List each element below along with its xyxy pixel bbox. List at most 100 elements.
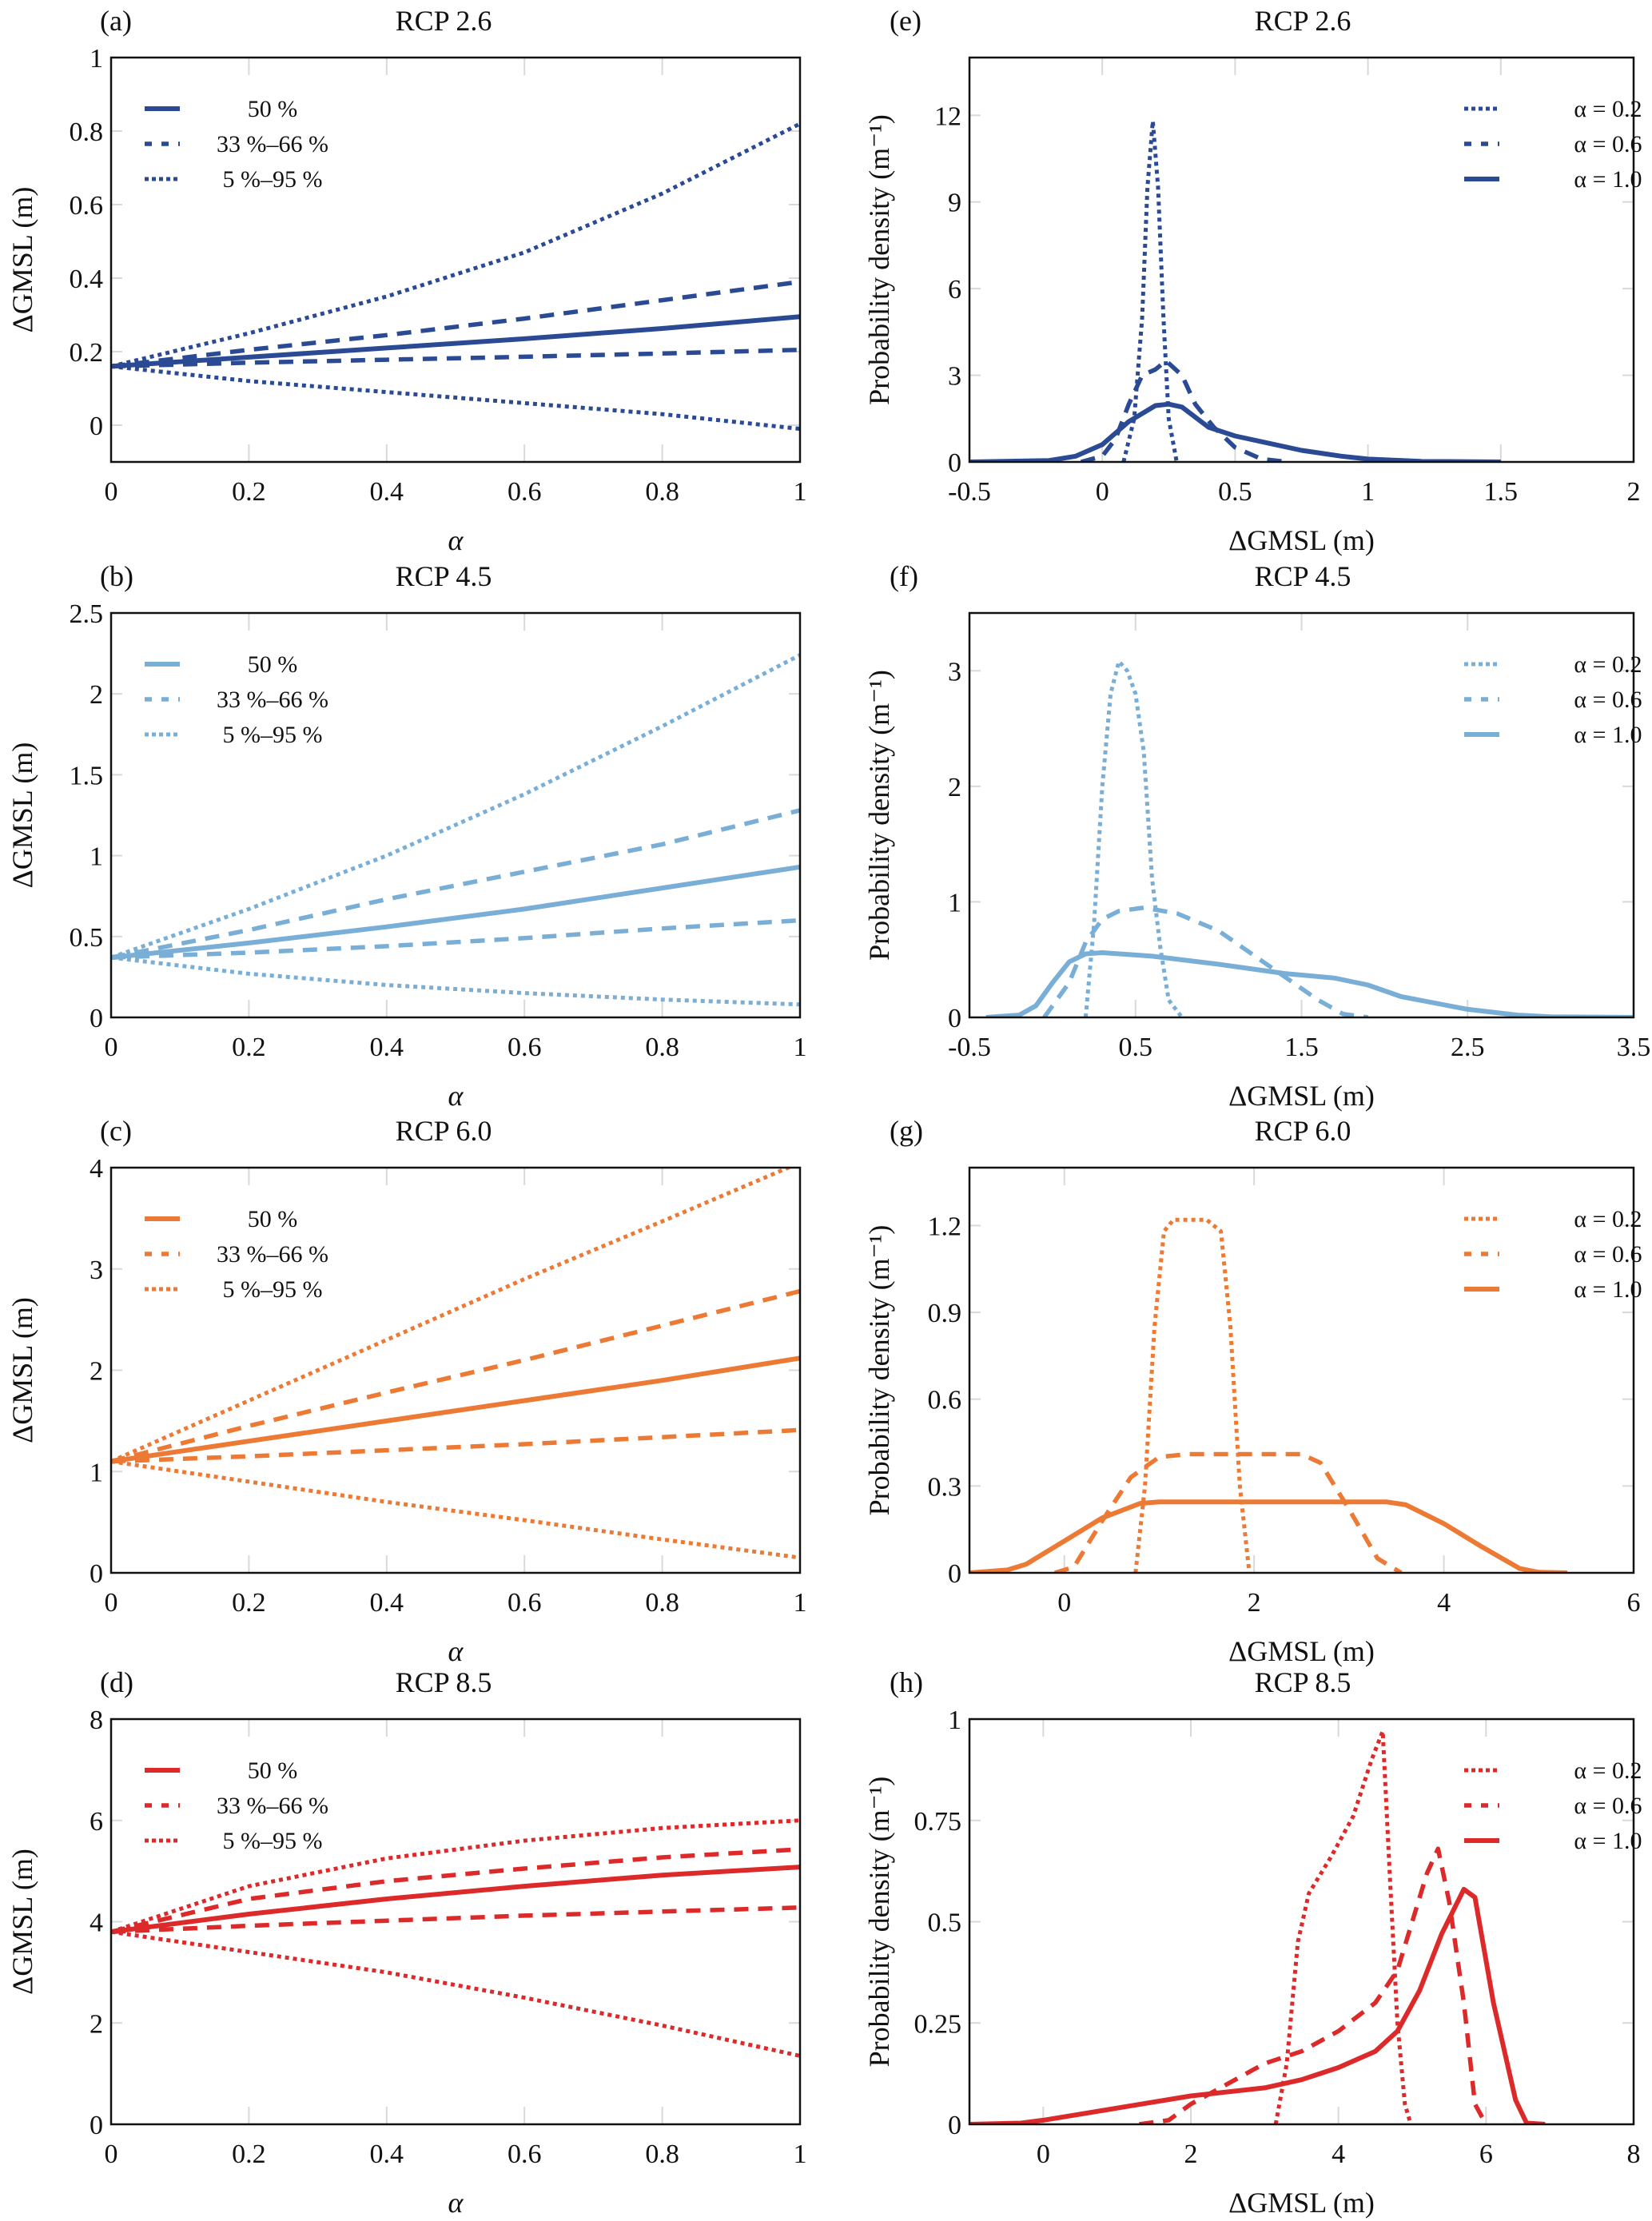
x-axis-label: ΔGMSL (m): [1228, 1635, 1375, 1667]
y-tick-label: 1: [90, 1458, 103, 1487]
y-tick-label: 1: [948, 1706, 961, 1735]
x-tick-label: 2: [1184, 2139, 1198, 2169]
x-tick-label: 1: [794, 1588, 807, 1618]
series-line-solid: [985, 950, 1634, 1017]
legend-label: α = 0.2: [1574, 1206, 1642, 1232]
legend-label: α = 1.0: [1574, 166, 1642, 193]
x-tick-label: 0: [1057, 1588, 1071, 1618]
y-tick-label: 0.75: [914, 1807, 962, 1837]
x-tick-label: 0.6: [508, 1033, 542, 1062]
legend-label: 33 %–66 %: [217, 1241, 328, 1268]
x-axis-label: ΔGMSL (m): [1228, 2187, 1375, 2219]
y-tick-label: 0: [90, 1004, 103, 1033]
x-axis-label: α: [448, 1080, 464, 1112]
series-group: [969, 119, 1501, 462]
chart-title: RCP 4.5: [396, 560, 492, 592]
series-line-dashed: [111, 347, 800, 369]
y-axis-label: ΔGMSL (m): [6, 1849, 38, 1995]
panel-b: 0 0.2 0.4 0.6 0.8 1 0 0.5 1 1.5 2 2.5 (b) RCP 4.5 α ΔGM…: [6, 560, 807, 1112]
legend-label: 33 %–66 %: [217, 1793, 328, 1819]
panel-tag: (d): [100, 1666, 133, 1698]
series-line-dashed: [111, 1905, 800, 1934]
x-axis-label: α: [448, 524, 464, 556]
legend-label: 5 %–95 %: [223, 1276, 323, 1303]
x-tick-label: 1: [794, 477, 807, 507]
x-tick-label: 0.2: [232, 1588, 266, 1618]
series-line-solid: [111, 1355, 800, 1464]
legend-label: α = 0.2: [1574, 1757, 1642, 1784]
series-line-dotted: [1083, 659, 1184, 1017]
panel-tag: (g): [890, 1115, 923, 1147]
panel-tag: (h): [890, 1666, 923, 1698]
y-tick-label: 2: [90, 680, 103, 710]
x-tick-label: 1.5: [1484, 477, 1519, 507]
x-tick-label: 0.4: [370, 1033, 404, 1062]
series-line-dotted: [1273, 1729, 1413, 2124]
series-line-dotted: [111, 955, 800, 1007]
x-axis-label: ΔGMSL (m): [1228, 524, 1375, 556]
x-tick-label: 0.8: [645, 1033, 679, 1062]
y-tick-label: 0: [948, 1004, 961, 1033]
y-tick-label: 1: [90, 44, 103, 74]
legend-label: 33 %–66 %: [217, 687, 328, 713]
panel-h: 0 2 4 6 8 0 0.25 0.5 0.75 1 (h) RCP 8.5 ΔGMSL (m) Pro…: [863, 1666, 1642, 2219]
x-axis-label: α: [448, 1635, 464, 1667]
legend-label: α = 1.0: [1574, 722, 1642, 748]
panel-a: 0 0.2 0.4 0.6 0.8 1 0 0.2 0.4 0.6 0.8 1 (a) RCP 2.6 α Δ…: [6, 5, 807, 556]
y-tick-label: 1.5: [70, 761, 104, 790]
x-tick-label: 0: [105, 1033, 118, 1062]
panel-c: 0 0.2 0.4 0.6 0.8 1 0 1 2 3 4 (c) RCP 6.0 α ΔGMSL (m) 5…: [6, 1115, 807, 1667]
y-tick-label: 0.3: [928, 1472, 962, 1502]
y-tick-label: 4: [90, 1154, 103, 1184]
legend-label: α = 0.6: [1574, 1241, 1642, 1268]
y-tick-label: 6: [948, 275, 961, 304]
chart-title: RCP 8.5: [1255, 1666, 1351, 1698]
series-line-solid: [111, 864, 800, 961]
x-tick-label: 0: [1037, 2139, 1050, 2169]
y-tick-label: 0: [90, 2111, 103, 2140]
y-tick-label: 0.8: [70, 117, 104, 147]
legend-label: 5 %–95 %: [223, 1828, 323, 1854]
panel-f: -0.5 0.5 1.5 2.5 3.5 0 1 2 3 (f) RCP 4.5 ΔGMSL (m) P…: [863, 560, 1650, 1112]
x-tick-label: 0.8: [645, 1588, 679, 1618]
series-line-solid: [969, 401, 1501, 462]
legend-label: 5 %–95 %: [223, 166, 323, 193]
y-tick-label: 0.5: [70, 923, 104, 953]
series-line-dashed: [111, 917, 800, 960]
x-tick-label: 0.6: [508, 1588, 542, 1618]
series-group: [111, 653, 800, 1007]
panel-tag: (f): [890, 560, 918, 592]
legend-label: α = 1.0: [1574, 1828, 1642, 1854]
x-tick-label: 0: [105, 1588, 118, 1618]
x-tick-label: 4: [1437, 1588, 1451, 1618]
y-tick-label: 0.2: [70, 338, 104, 368]
y-tick-label: 2: [90, 1357, 103, 1387]
y-axis-label: Probability density (m⁻¹): [863, 1225, 895, 1516]
series-line-dashed: [1139, 1846, 1488, 2124]
x-tick-label: 0.2: [232, 2139, 266, 2169]
x-tick-label: 0.4: [370, 477, 404, 507]
chart-title: RCP 2.6: [1255, 5, 1351, 37]
series-line-dotted: [111, 1459, 800, 1560]
panel-g: 0 2 4 6 0 0.3 0.6 0.9 1.2 (g) RCP 6.0 ΔGMSL (m) Prob…: [863, 1115, 1642, 1667]
series-line-solid: [969, 1499, 1567, 1573]
plot-frame: [109, 611, 802, 1019]
y-tick-label: 0: [948, 1559, 961, 1589]
y-tick-label: 0.5: [928, 1909, 962, 1938]
x-tick-label: 0.4: [370, 1588, 404, 1618]
legend-label: α = 0.2: [1574, 96, 1642, 122]
series-line-dashed: [1042, 905, 1368, 1017]
y-axis-label: ΔGMSL (m): [6, 742, 38, 889]
y-tick-label: 9: [948, 189, 961, 218]
x-tick-label: 1.5: [1284, 1033, 1319, 1062]
plot-frame: [109, 56, 802, 464]
series-line-dotted: [111, 1168, 794, 1463]
y-tick-label: 4: [90, 1909, 103, 1938]
y-tick-label: 12: [934, 101, 961, 131]
panel-tag: (e): [890, 5, 922, 37]
y-tick-label: 1: [948, 888, 961, 917]
series-line-dotted: [111, 364, 800, 432]
y-tick-label: 1: [90, 842, 103, 872]
x-tick-label: 0.5: [1119, 1033, 1153, 1062]
